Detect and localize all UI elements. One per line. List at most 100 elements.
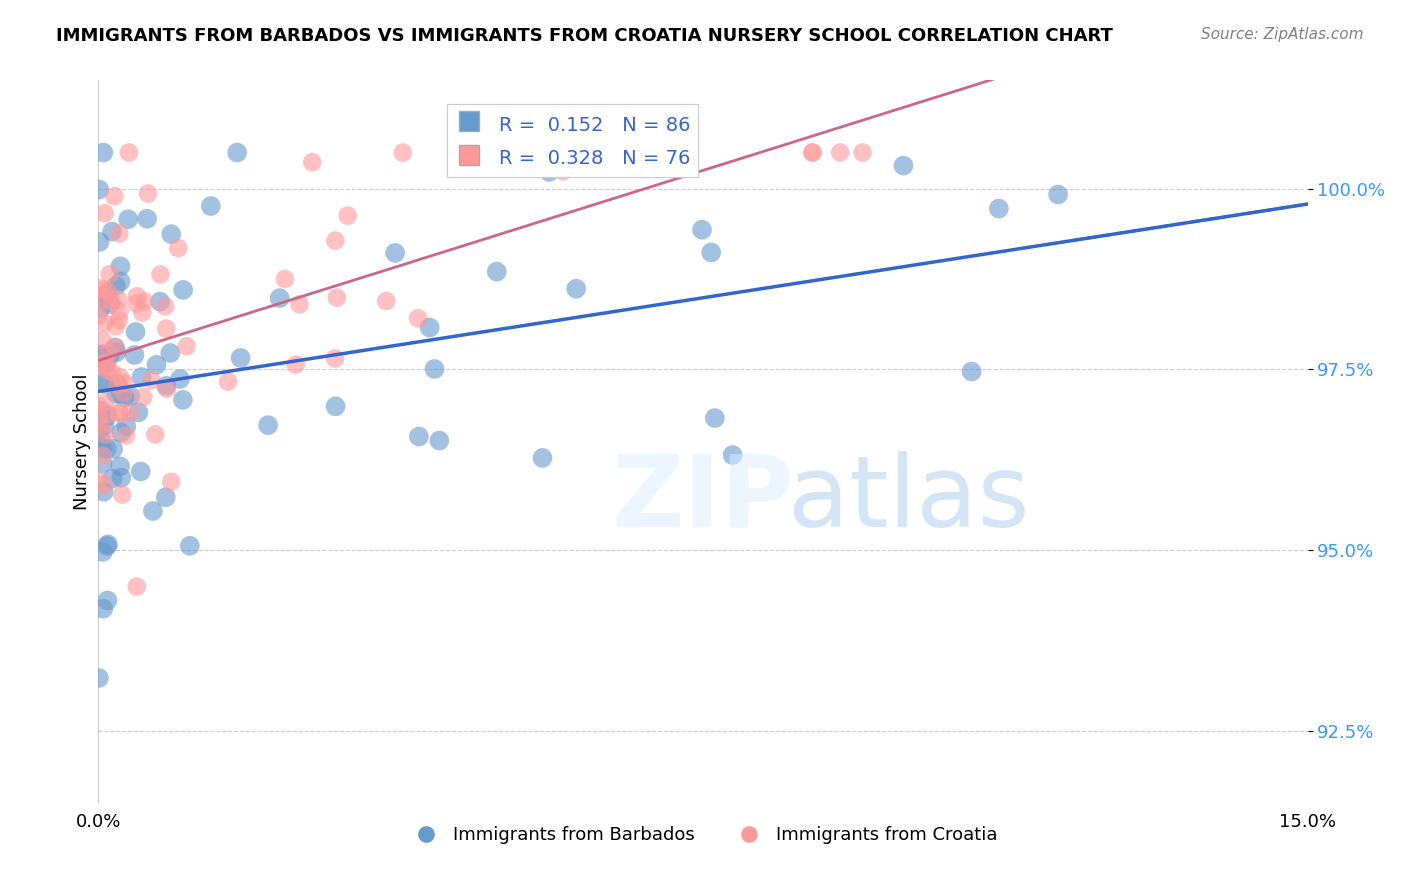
Immigrants from Croatia: [167, 241, 190, 255]
Immigrants from Barbados: [226, 145, 249, 160]
Immigrants from Barbados: [110, 425, 132, 440]
Immigrants from Barbados: [124, 325, 146, 339]
Immigrants from Croatia: [91, 449, 114, 463]
Immigrants from Barbados: [89, 422, 111, 436]
Text: atlas: atlas: [787, 450, 1029, 548]
Immigrants from Croatia: [392, 145, 415, 160]
Immigrants from Barbados: [423, 362, 446, 376]
Immigrants from Croatia: [93, 206, 115, 220]
Immigrants from Croatia: [97, 407, 120, 421]
Immigrants from Croatia: [217, 375, 239, 389]
Immigrants from Barbados: [90, 404, 112, 418]
Immigrants from Barbados: [89, 235, 111, 249]
Immigrants from Croatia: [89, 359, 111, 374]
Immigrants from Barbados: [124, 348, 146, 362]
Immigrants from Barbados: [96, 409, 118, 424]
Immigrants from Barbados: [101, 442, 124, 456]
Immigrants from Barbados: [384, 246, 406, 260]
Immigrants from Barbados: [104, 279, 127, 293]
Immigrants from Croatia: [326, 291, 349, 305]
Immigrants from Barbados: [690, 223, 713, 237]
Immigrants from Croatia: [115, 428, 138, 442]
Immigrants from Barbados: [172, 392, 194, 407]
Immigrants from Croatia: [87, 310, 110, 324]
Immigrants from Barbados: [93, 418, 115, 433]
Immigrants from Barbados: [160, 227, 183, 241]
Immigrants from Croatia: [87, 474, 110, 488]
Immigrants from Barbados: [136, 211, 159, 226]
Immigrants from Barbados: [90, 301, 112, 315]
Immigrants from Barbados: [142, 504, 165, 518]
Immigrants from Croatia: [160, 475, 183, 489]
Immigrants from Barbados: [110, 274, 132, 288]
Immigrants from Barbados: [538, 165, 561, 179]
Immigrants from Barbados: [91, 347, 114, 361]
Immigrants from Barbados: [120, 389, 142, 403]
Immigrants from Croatia: [91, 293, 114, 308]
Immigrants from Barbados: [172, 283, 194, 297]
Immigrants from Barbados: [229, 351, 252, 365]
Immigrants from Croatia: [120, 406, 142, 420]
Immigrants from Barbados: [149, 294, 172, 309]
Immigrants from Barbados: [89, 182, 111, 196]
Immigrants from Croatia: [125, 289, 148, 303]
Immigrants from Croatia: [125, 296, 148, 310]
Immigrants from Croatia: [89, 281, 111, 295]
Y-axis label: Nursery School: Nursery School: [73, 373, 91, 510]
Immigrants from Croatia: [851, 145, 873, 160]
Immigrants from Barbados: [89, 348, 111, 362]
Text: Source: ZipAtlas.com: Source: ZipAtlas.com: [1201, 27, 1364, 42]
Immigrants from Croatia: [301, 155, 323, 169]
Immigrants from Barbados: [700, 245, 723, 260]
Immigrants from Croatia: [97, 285, 120, 299]
Immigrants from Barbados: [325, 400, 347, 414]
Immigrants from Croatia: [97, 346, 120, 360]
Immigrants from Croatia: [103, 189, 125, 203]
Immigrants from Barbados: [96, 539, 118, 553]
Immigrants from Croatia: [136, 186, 159, 201]
Immigrants from Croatia: [108, 405, 131, 419]
Immigrants from Barbados: [269, 291, 291, 305]
Immigrants from Croatia: [104, 340, 127, 354]
Immigrants from Croatia: [93, 283, 115, 297]
Immigrants from Barbados: [107, 377, 129, 392]
Immigrants from Barbados: [721, 448, 744, 462]
Immigrants from Croatia: [125, 580, 148, 594]
Immigrants from Barbados: [91, 601, 114, 615]
Immigrants from Barbados: [131, 370, 153, 384]
Immigrants from Barbados: [987, 202, 1010, 216]
Immigrants from Barbados: [257, 418, 280, 433]
Immigrants from Barbados: [96, 593, 118, 607]
Immigrants from Croatia: [406, 311, 429, 326]
Immigrants from Barbados: [485, 265, 508, 279]
Immigrants from Barbados: [145, 358, 167, 372]
Immigrants from Barbados: [155, 378, 177, 392]
Immigrants from Barbados: [101, 472, 124, 486]
Immigrants from Croatia: [143, 427, 166, 442]
Immigrants from Croatia: [153, 300, 176, 314]
Text: IMMIGRANTS FROM BARBADOS VS IMMIGRANTS FROM CROATIA NURSERY SCHOOL CORRELATION C: IMMIGRANTS FROM BARBADOS VS IMMIGRANTS F…: [56, 27, 1114, 45]
Immigrants from Barbados: [93, 145, 115, 160]
Immigrants from Barbados: [531, 450, 554, 465]
Immigrants from Croatia: [336, 209, 359, 223]
Immigrants from Croatia: [101, 366, 124, 380]
Immigrants from Croatia: [132, 390, 155, 404]
Immigrants from Croatia: [91, 333, 114, 347]
Immigrants from Barbados: [110, 387, 132, 401]
Immigrants from Croatia: [155, 321, 177, 335]
Immigrants from Barbados: [91, 456, 114, 470]
Immigrants from Barbados: [97, 537, 120, 551]
Immigrants from Barbados: [91, 376, 114, 391]
Immigrants from Croatia: [91, 357, 114, 371]
Immigrants from Barbados: [115, 419, 138, 434]
Immigrants from Barbados: [93, 484, 115, 499]
Immigrants from Croatia: [176, 339, 198, 353]
Immigrants from Barbados: [94, 358, 117, 372]
Immigrants from Croatia: [288, 297, 311, 311]
Immigrants from Barbados: [90, 432, 112, 446]
Immigrants from Croatia: [112, 386, 135, 401]
Immigrants from Croatia: [104, 319, 127, 334]
Immigrants from Barbados: [114, 391, 136, 405]
Immigrants from Croatia: [583, 145, 606, 160]
Immigrants from Barbados: [127, 405, 149, 419]
